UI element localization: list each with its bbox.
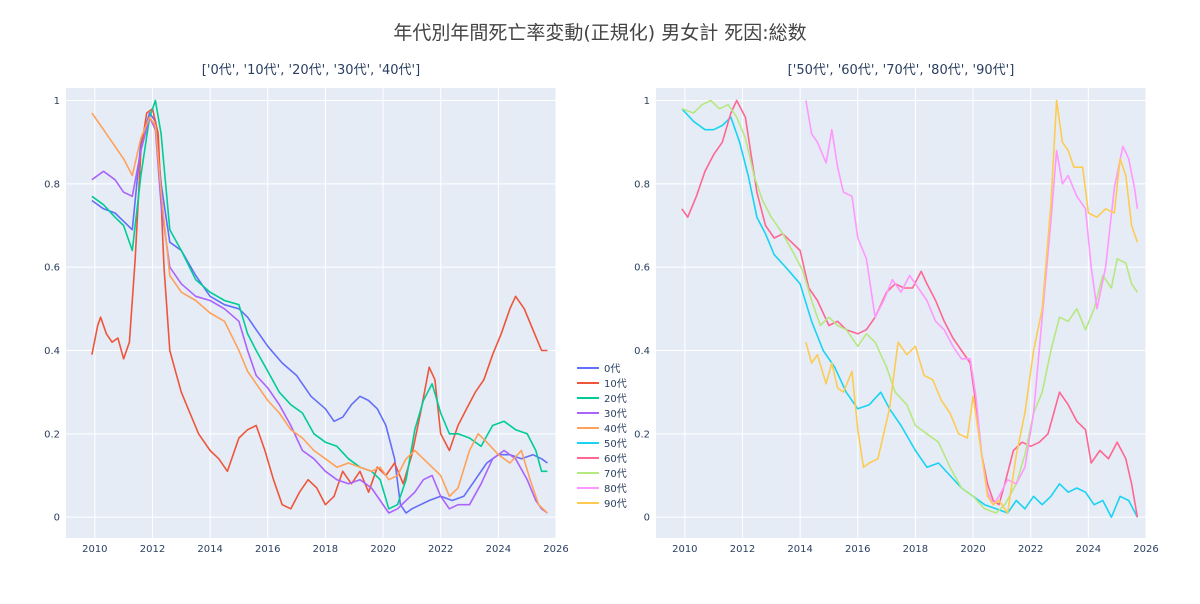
series-group — [681, 99, 1139, 518]
legend-item[interactable]: 10代 — [577, 378, 627, 390]
x-tick-label: 2018 — [903, 544, 928, 555]
x-tick-label: 2020 — [370, 544, 395, 555]
x-tick-label: 2018 — [313, 544, 338, 555]
x-tick-label: 2022 — [428, 544, 453, 555]
x-tick-label: 2026 — [1133, 544, 1158, 555]
legend-label: 50代 — [604, 438, 627, 450]
series-line-70代 — [681, 99, 1139, 514]
series-group — [91, 99, 548, 514]
y-tick-label: 0.2 — [634, 429, 650, 440]
y-tick-label: 0 — [54, 513, 60, 524]
x-tick-label: 2024 — [1076, 544, 1101, 555]
subplot-1: 2010 2012 2014 2016 2018 2020 2022 2024 2026 0 0.2… — [44, 63, 569, 555]
subplot-2: 2010 2012 2014 2016 2018 2020 2022 2024 2026 0 0.2… — [634, 63, 1159, 555]
series-line-50代 — [681, 108, 1139, 518]
legend-item[interactable]: 90代 — [577, 498, 627, 510]
legend-label: 70代 — [604, 468, 627, 480]
legend-item[interactable]: 40代 — [577, 423, 627, 435]
x-tick-label: 2014 — [787, 544, 812, 555]
series-line-10代 — [91, 108, 548, 510]
x-tick-label: 2012 — [140, 544, 165, 555]
legend-label: 0代 — [604, 363, 620, 375]
x-tick-label: 2016 — [845, 544, 870, 555]
x-tick-label: 2024 — [486, 544, 511, 555]
x-tick-label: 2026 — [543, 544, 568, 555]
y-tick-label: 1 — [54, 96, 60, 107]
y-tick-label: 0 — [644, 513, 650, 524]
figure-title: 年代別年間死亡率変動(正規化) 男女計 死因:総数 — [393, 22, 807, 44]
legend-item[interactable]: 30代 — [577, 408, 627, 420]
y-tick-label: 0.8 — [634, 179, 650, 190]
legend-item[interactable]: 0代 — [577, 363, 620, 375]
y-tick-label: 0.2 — [44, 429, 60, 440]
legend-item[interactable]: 80代 — [577, 483, 627, 495]
x-tick-label: 2012 — [730, 544, 755, 555]
plot-area — [656, 88, 1146, 538]
y-tick-label: 0.6 — [44, 263, 60, 274]
legend-label: 10代 — [604, 378, 627, 390]
y-tick-label: 1 — [644, 96, 650, 107]
y-tick-label: 0.6 — [634, 263, 650, 274]
legend-label: 40代 — [604, 423, 627, 435]
x-tick-label: 2022 — [1018, 544, 1043, 555]
series-line-80代 — [805, 100, 1139, 506]
y-tick-label: 0.4 — [44, 346, 60, 357]
legend-label: 30代 — [604, 408, 627, 420]
legend-item[interactable]: 50代 — [577, 438, 627, 450]
plot-area — [66, 88, 556, 538]
legend-item[interactable]: 60代 — [577, 453, 627, 465]
legend-label: 60代 — [604, 453, 627, 465]
x-tick-label: 2010 — [672, 544, 697, 555]
subplot-title: ['0代', '10代', '20代', '30代', '40代'] — [202, 63, 420, 78]
legend: 0代 10代 20代 30代 40代 50代 60代 70代 80代 90代 — [577, 363, 627, 510]
x-tick-label: 2010 — [82, 544, 107, 555]
legend-label: 90代 — [604, 498, 627, 510]
legend-item[interactable]: 70代 — [577, 468, 627, 480]
subplot-title: ['50代', '60代', '70代', '80代', '90代'] — [788, 63, 1015, 78]
x-tick-label: 2014 — [197, 544, 222, 555]
series-line-90代 — [805, 99, 1139, 514]
y-tick-label: 0.8 — [44, 179, 60, 190]
legend-label: 20代 — [604, 393, 627, 405]
x-tick-label: 2016 — [255, 544, 280, 555]
legend-label: 80代 — [604, 483, 627, 495]
x-tick-label: 2020 — [960, 544, 985, 555]
series-line-20代 — [91, 99, 548, 510]
y-tick-label: 0.4 — [634, 346, 650, 357]
legend-item[interactable]: 20代 — [577, 393, 627, 405]
series-line-40代 — [91, 112, 548, 514]
